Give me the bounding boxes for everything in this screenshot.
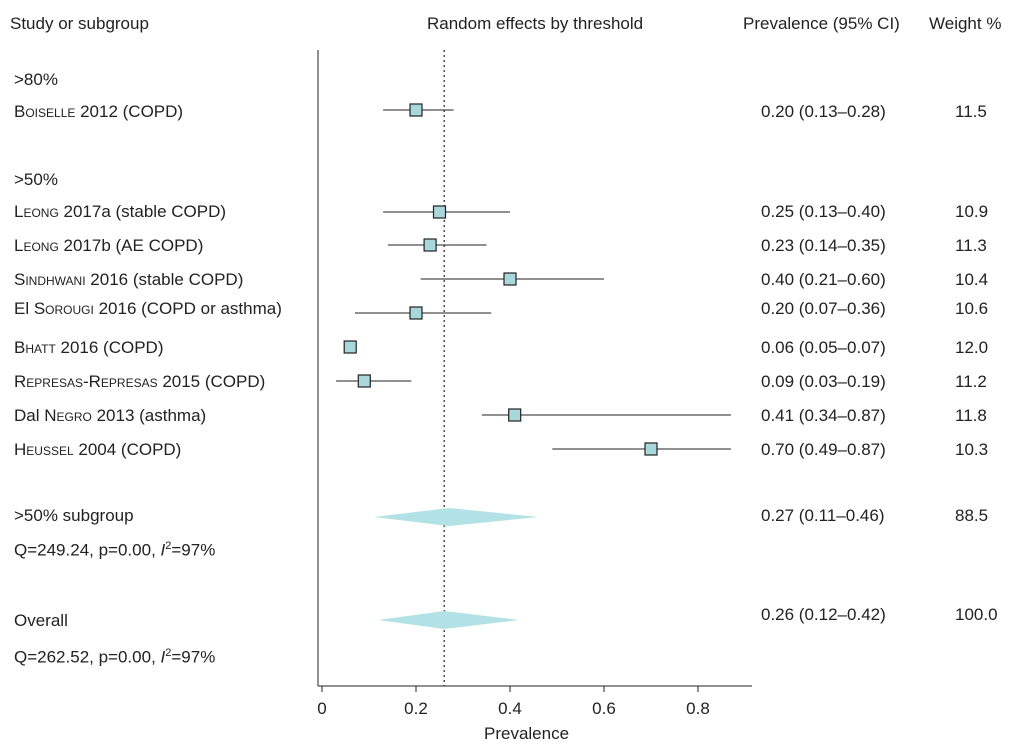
study-weight: 11.5 — [955, 102, 987, 121]
x-tick-label: 0 — [317, 699, 326, 718]
x-tick-label: 0.4 — [498, 699, 522, 718]
study-weight: 11.8 — [955, 406, 987, 425]
study-weight: 10.6 — [955, 299, 989, 318]
study-author: Bhatt — [14, 338, 56, 357]
point-estimate-box — [432, 205, 447, 219]
study-author: Heussel — [14, 440, 74, 459]
study-ci-text: 0.09 (0.03–0.19) — [761, 372, 886, 391]
subgroup-stats: Q=249.24, p=0.00, I2=97% — [14, 540, 216, 560]
study-label: El Sorougi 2016 (COPD or asthma) — [14, 299, 282, 318]
x-axis-title: Prevalence — [484, 724, 570, 743]
header-weight: Weight % — [929, 14, 1002, 33]
study-label: Heussel 2004 (COPD) — [14, 440, 182, 459]
point-estimate-box — [357, 374, 371, 388]
study-label: Leong 2017b (AE COPD) — [14, 236, 204, 255]
study-label: Boiselle 2012 (COPD) — [14, 102, 184, 121]
subgroup-label: >50% subgroup — [14, 506, 134, 525]
study-ci-text: 0.41 (0.34–0.87) — [761, 406, 886, 425]
overall-ci-text: 0.26 (0.12–0.42) — [761, 605, 886, 624]
study-ci-text: 0.20 (0.13–0.28) — [761, 102, 886, 121]
study-weight: 10.9 — [955, 202, 989, 221]
x-tick-label: 0.2 — [404, 699, 428, 718]
study-label: Leong 2017a (stable COPD) — [14, 202, 227, 221]
overall-diamond — [378, 611, 520, 629]
group-label-80: >80% — [14, 70, 58, 89]
study-author: Leong — [14, 202, 59, 221]
study-ci-text: 0.40 (0.21–0.60) — [761, 270, 886, 289]
study-author: Sindhwani — [14, 270, 86, 289]
subgroup-ci-text: 0.27 (0.11–0.46) — [761, 506, 885, 525]
study-ci-text: 0.20 (0.07–0.36) — [761, 299, 886, 318]
study-ci-text: 0.23 (0.14–0.35) — [761, 236, 886, 255]
study-label: Bhatt 2016 (COPD) — [14, 338, 164, 357]
study-ci-text: 0.25 (0.13–0.40) — [761, 202, 886, 221]
study-weight: 12.0 — [955, 338, 989, 357]
subgroup-diamond — [373, 508, 539, 526]
study-label: Represas-Represas 2015 (COPD) — [14, 372, 266, 391]
study-label: Dal Negro 2013 (asthma) — [14, 406, 207, 425]
x-tick-label: 0.6 — [592, 699, 616, 718]
overall-weight: 100.0 — [955, 605, 998, 624]
header-plot-title: Random effects by threshold — [427, 14, 644, 33]
subgroup-weight: 88.5 — [955, 506, 989, 525]
study-author: Represas-Represas — [14, 372, 158, 391]
study-weight: 10.3 — [955, 440, 989, 459]
point-estimate-box — [508, 408, 522, 422]
group-label-50: >50% — [14, 170, 58, 189]
point-estimate-box — [644, 442, 658, 456]
study-weight: 11.2 — [955, 372, 987, 391]
point-estimate-box — [343, 340, 357, 354]
study-weight: 11.3 — [955, 236, 987, 255]
study-author: Leong — [14, 236, 59, 255]
study-ci-text: 0.70 (0.49–0.87) — [761, 440, 886, 459]
study-author: Boiselle — [14, 102, 76, 121]
study-label: Sindhwani 2016 (stable COPD) — [14, 270, 244, 289]
overall-stats: Q=262.52, p=0.00, I2=97% — [14, 647, 216, 667]
x-tick-label: 0.8 — [686, 699, 710, 718]
overall-label: Overall — [14, 611, 68, 630]
header-prevalence: Prevalence (95% CI) — [743, 14, 900, 33]
point-estimate-box — [503, 272, 517, 286]
study-weight: 10.4 — [955, 270, 989, 289]
point-estimate-box — [409, 103, 423, 117]
header-study: Study or subgroup — [10, 14, 149, 33]
study-ci-text: 0.06 (0.05–0.07) — [761, 338, 886, 357]
point-estimate-box — [423, 238, 437, 252]
study-author: Sorougi — [33, 299, 94, 318]
point-estimate-box — [409, 306, 423, 320]
study-author: Negro — [44, 406, 92, 425]
